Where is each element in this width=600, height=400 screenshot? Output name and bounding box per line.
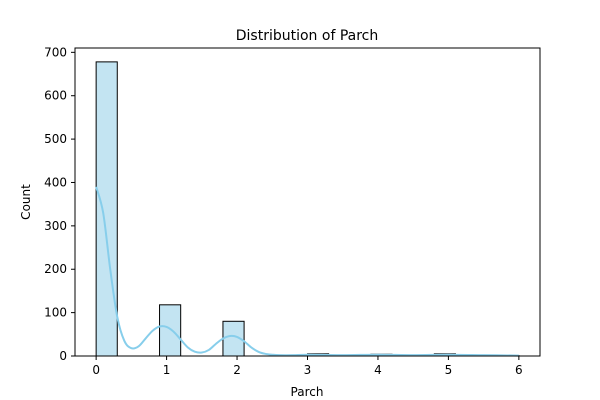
histogram-bar-1 [159, 304, 182, 357]
x-tick-label-2: 2 [233, 363, 241, 377]
y-axis-label: Count [19, 184, 33, 220]
x-tick-label-5: 5 [445, 363, 453, 377]
histogram-bar-0 [95, 61, 118, 357]
x-tick-label-6: 6 [515, 363, 523, 377]
y-tick-label-6: 600 [44, 89, 67, 103]
y-tick-label-7: 700 [44, 45, 67, 59]
x-axis-ticks: 0 1 2 3 4 5 6 [92, 356, 523, 377]
y-tick-label-5: 500 [44, 132, 67, 146]
kde-curve [95, 186, 519, 357]
y-axis-ticks: 0 100 200 300 400 500 600 700 [44, 45, 75, 363]
y-tick-label-3: 300 [44, 219, 67, 233]
plot-frame [74, 47, 541, 357]
x-tick-label-0: 0 [92, 363, 100, 377]
y-tick-label-4: 400 [44, 175, 67, 189]
x-tick-label-4: 4 [374, 363, 382, 377]
x-tick-label-1: 1 [163, 363, 171, 377]
y-tick-label-0: 0 [59, 349, 67, 363]
y-tick-label-1: 100 [44, 306, 67, 320]
x-tick-label-3: 3 [304, 363, 312, 377]
y-tick-label-2: 200 [44, 262, 67, 276]
histogram-bars [95, 61, 520, 357]
chart-title: Distribution of Parch [236, 28, 378, 44]
x-axis-label: Parch [291, 385, 324, 399]
